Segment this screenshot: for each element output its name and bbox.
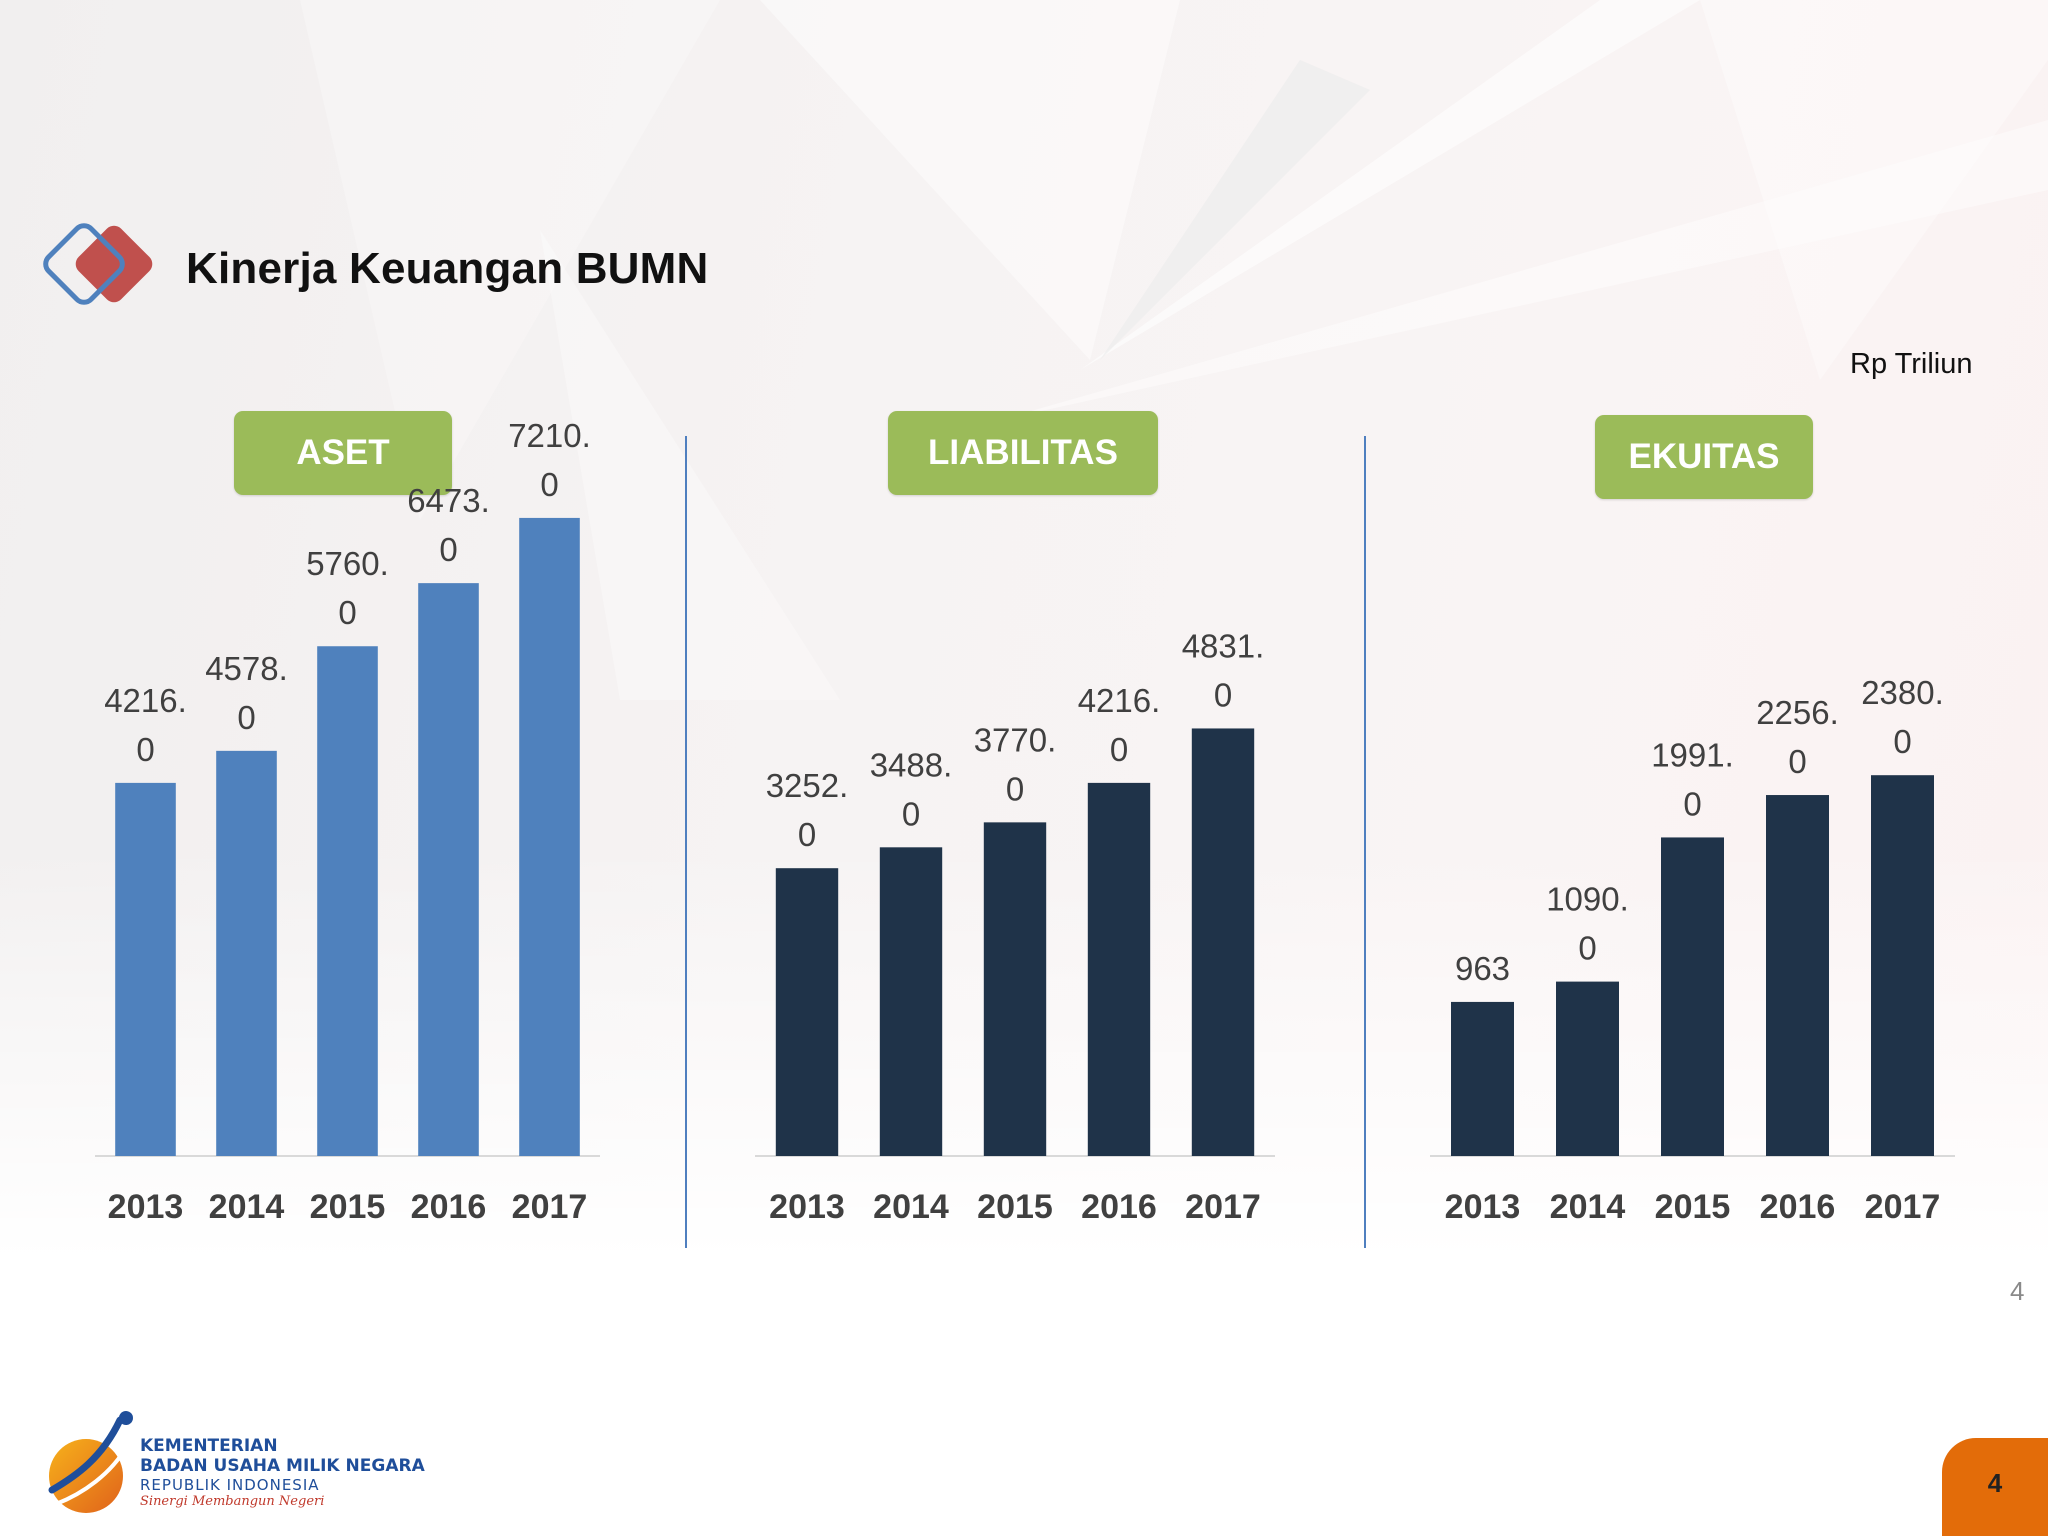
page-title: Kinerja Keuangan BUMN xyxy=(186,244,709,293)
corner-page-number: 4 xyxy=(1987,1468,2003,1498)
ekuitas-year-label: 2014 xyxy=(1550,1188,1626,1226)
slide-header: Kinerja Keuangan BUMN xyxy=(38,222,838,318)
page-number: 4 xyxy=(2010,1276,2025,1306)
corner-tab xyxy=(1942,1438,2048,1536)
ekuitas-year-label: 2013 xyxy=(1445,1188,1521,1226)
ekuitas-year-label: 2015 xyxy=(1655,1188,1731,1226)
liabilitas-year-label: 2014 xyxy=(873,1188,949,1226)
panel-divider xyxy=(1364,436,1366,1248)
panel-divider xyxy=(685,436,687,1248)
ekuitas-bar xyxy=(1556,981,1619,1156)
liabilitas-value-label: 3488. 0 xyxy=(870,746,953,832)
liabilitas-value-label: 3252. 0 xyxy=(766,767,849,853)
aset-bar xyxy=(519,517,580,1156)
aset-bar xyxy=(317,646,378,1156)
diamond-logo-icon xyxy=(43,223,153,305)
liabilitas-value-label: 4216. 0 xyxy=(1078,682,1161,768)
ekuitas-year-label: 2017 xyxy=(1865,1188,1941,1226)
liabilitas-bar xyxy=(1087,782,1151,1156)
aset-bar xyxy=(216,750,277,1156)
aset-year-label: 2015 xyxy=(310,1188,386,1226)
aset-bar xyxy=(115,782,176,1156)
org-name-line1: KEMENTERIAN xyxy=(140,1436,278,1456)
liabilitas-year-label: 2015 xyxy=(977,1188,1053,1226)
ekuitas-value-label: 1991. 0 xyxy=(1651,736,1734,822)
org-name-line2: BADAN USAHA MILIK NEGARA xyxy=(140,1456,425,1476)
liabilitas-year-label: 2013 xyxy=(769,1188,845,1226)
aset-value-label: 6473. 0 xyxy=(407,482,490,568)
ekuitas-bar xyxy=(1766,795,1829,1156)
aset-chart: 4216. 0 2013 4578. 0 2014 5760. 0 2015 6473. 0 2016… xyxy=(95,417,600,1226)
liabilitas-bar xyxy=(983,822,1047,1156)
ekuitas-value-label: 1090. 0 xyxy=(1546,881,1629,967)
ekuitas-value-label: 963 xyxy=(1455,950,1510,987)
org-tagline: Sinergi Membangun Negeri xyxy=(140,1494,325,1509)
liabilitas-chart: 3252. 0 2013 3488. 0 2014 3770. 0 2015 4216. 0 2016… xyxy=(755,627,1275,1226)
aset-value-label: 4216. 0 xyxy=(104,682,187,768)
liabilitas-bar xyxy=(1191,728,1255,1156)
liabilitas-value-label: 3770. 0 xyxy=(974,721,1057,807)
ekuitas-year-label: 2016 xyxy=(1760,1188,1836,1226)
org-name-line3: REPUBLIK INDONESIA xyxy=(140,1476,320,1494)
ekuitas-bar xyxy=(1661,837,1724,1156)
ekuitas-chart: 963 2013 1090. 0 2014 1991. 0 2015 2256. 0 2016 238… xyxy=(1430,674,1955,1226)
aset-bar xyxy=(418,583,479,1156)
ekuitas-bar xyxy=(1451,1001,1514,1156)
liabilitas-value-label: 4831. 0 xyxy=(1182,627,1265,713)
liabilitas-pill: LIABILITAS xyxy=(888,411,1158,495)
liabilitas-year-label: 2017 xyxy=(1185,1188,1261,1226)
aset-value-label: 7210. 0 xyxy=(508,417,591,503)
unit-label: Rp Triliun xyxy=(1850,348,1973,380)
aset-year-label: 2014 xyxy=(209,1188,285,1226)
ministry-logo-icon xyxy=(48,1411,133,1513)
aset-value-label: 4578. 0 xyxy=(205,650,288,736)
liabilitas-bar xyxy=(879,847,943,1156)
aset-pill: ASET xyxy=(234,411,452,495)
aset-year-label: 2016 xyxy=(411,1188,487,1226)
aset-year-label: 2013 xyxy=(108,1188,184,1226)
liabilitas-year-label: 2016 xyxy=(1081,1188,1157,1226)
ekuitas-value-label: 2380. 0 xyxy=(1861,674,1944,760)
aset-value-label: 5760. 0 xyxy=(306,545,389,631)
ekuitas-value-label: 2256. 0 xyxy=(1756,694,1839,780)
ekuitas-bar xyxy=(1871,775,1934,1156)
aset-year-label: 2017 xyxy=(512,1188,588,1226)
ekuitas-pill: EKUITAS xyxy=(1595,415,1813,499)
liabilitas-bar xyxy=(775,868,839,1156)
